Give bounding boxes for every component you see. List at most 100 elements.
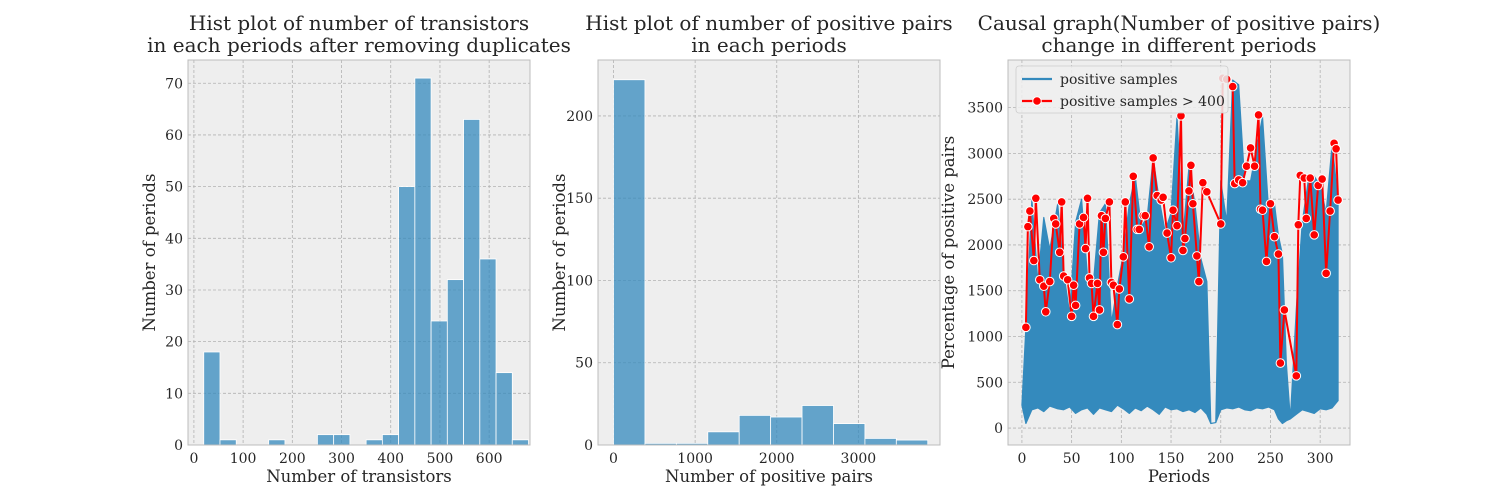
histogram-bar bbox=[398, 186, 416, 446]
y-axis-label: Number of periods bbox=[550, 174, 569, 332]
y-tick-label: 0 bbox=[174, 438, 183, 454]
y-tick-label: 60 bbox=[165, 128, 183, 144]
y-tick-label: 2000 bbox=[967, 238, 1003, 254]
data-point bbox=[1025, 206, 1035, 216]
data-point bbox=[1257, 205, 1268, 215]
data-point bbox=[1261, 256, 1272, 267]
chart-panel-2: 0 1000 2000 3000 0 50 100 150 200 Number of posit… bbox=[550, 11, 953, 486]
chart-title: in each periods after removing duplicate… bbox=[147, 33, 571, 57]
data-point bbox=[1140, 210, 1150, 221]
y-tick-labels: 0 50 100 150 200 bbox=[566, 109, 593, 454]
data-point bbox=[1178, 245, 1188, 256]
legend-box bbox=[1015, 65, 1229, 114]
data-point bbox=[1291, 371, 1302, 381]
plot-frame bbox=[1007, 59, 1351, 446]
data-point bbox=[1162, 228, 1172, 238]
data-point bbox=[1128, 171, 1139, 182]
data-point bbox=[1317, 174, 1327, 184]
data-point bbox=[1078, 212, 1089, 223]
y-tick-label: 70 bbox=[165, 76, 183, 92]
histogram-bar bbox=[381, 434, 400, 446]
y-tick-labels: 0 500 1000 1500 2000 2500 3000 3500 bbox=[967, 101, 1003, 437]
x-tick-label: 500 bbox=[427, 451, 454, 467]
data-point bbox=[1202, 187, 1212, 197]
histogram-bar bbox=[333, 434, 351, 446]
x-tick-label: 300 bbox=[328, 451, 355, 467]
data-point bbox=[1293, 220, 1304, 230]
data-point bbox=[1054, 247, 1065, 258]
data-point bbox=[1092, 278, 1103, 289]
data-point bbox=[1269, 231, 1280, 242]
data-point bbox=[1104, 197, 1115, 207]
data-point bbox=[1062, 274, 1073, 285]
x-tick-label: 250 bbox=[1257, 451, 1284, 467]
data-point bbox=[1245, 143, 1256, 153]
data-point bbox=[1040, 306, 1051, 317]
y-tick-label: 40 bbox=[165, 231, 183, 247]
histogram-bar bbox=[707, 431, 740, 446]
data-point bbox=[1237, 177, 1248, 188]
x-tick-label: 0 bbox=[609, 451, 618, 467]
histogram-bar bbox=[801, 405, 834, 446]
data-point bbox=[1333, 195, 1343, 205]
y-axis-label: Percentage of positive pairs bbox=[939, 136, 958, 369]
chart-panel-3: positive samples positive samples > 400 0 5… bbox=[939, 11, 1380, 486]
data-point bbox=[1044, 276, 1055, 287]
x-axis-label: Number of positive pairs bbox=[665, 467, 873, 486]
y-tick-label: 2500 bbox=[967, 192, 1003, 208]
data-point bbox=[1172, 220, 1182, 231]
data-point bbox=[1070, 300, 1081, 311]
histogram-bar bbox=[446, 279, 464, 446]
data-point bbox=[1192, 251, 1202, 261]
data-point bbox=[1188, 198, 1198, 209]
data-point bbox=[1094, 305, 1105, 315]
data-point bbox=[1134, 224, 1145, 235]
histogram-bar bbox=[895, 439, 929, 446]
histogram-bar bbox=[613, 79, 646, 446]
data-point bbox=[1279, 305, 1290, 315]
y-tick-label: 500 bbox=[976, 375, 1003, 391]
histogram-bar bbox=[430, 320, 448, 446]
data-point bbox=[1100, 213, 1111, 224]
histogram-bar bbox=[511, 439, 529, 446]
y-tick-label: 0 bbox=[584, 438, 593, 454]
legend-label: positive samples > 400 bbox=[1060, 94, 1225, 110]
y-tick-label: 3000 bbox=[967, 146, 1003, 162]
data-point bbox=[1275, 358, 1286, 368]
x-tick-label: 100 bbox=[1108, 451, 1135, 467]
histogram-bar bbox=[268, 439, 286, 446]
y-tick-label: 100 bbox=[566, 273, 593, 289]
data-point bbox=[1124, 294, 1135, 304]
histogram-bar bbox=[479, 258, 497, 446]
data-point bbox=[1166, 252, 1176, 263]
y-tick-label: 30 bbox=[165, 283, 183, 299]
data-point bbox=[1198, 177, 1208, 188]
histogram-bar bbox=[495, 372, 513, 446]
x-tick-label: 50 bbox=[1063, 451, 1081, 467]
x-tick-label: 1000 bbox=[677, 451, 713, 467]
data-point bbox=[1050, 219, 1061, 229]
histogram-bar bbox=[770, 416, 803, 446]
data-point bbox=[1186, 160, 1196, 171]
data-point bbox=[1309, 230, 1320, 240]
data-point bbox=[1098, 247, 1109, 258]
data-point bbox=[1180, 233, 1190, 244]
data-point bbox=[1031, 193, 1041, 204]
data-point bbox=[1029, 255, 1039, 266]
data-point bbox=[1114, 284, 1125, 294]
chart-title: Hist plot of number of positive pairs bbox=[585, 11, 952, 35]
y-tick-label: 50 bbox=[165, 180, 183, 196]
data-point bbox=[1158, 192, 1168, 203]
data-point bbox=[1112, 319, 1123, 330]
data-point bbox=[1194, 276, 1204, 287]
data-point bbox=[1265, 198, 1276, 209]
chart-title: Hist plot of number of transistors bbox=[189, 11, 529, 35]
histogram-bar bbox=[317, 434, 335, 446]
data-point bbox=[1305, 173, 1316, 183]
data-point bbox=[1021, 322, 1031, 333]
y-tick-label: 50 bbox=[575, 356, 593, 372]
histogram-bars bbox=[203, 77, 529, 446]
legend-label: positive samples bbox=[1060, 72, 1178, 88]
data-point bbox=[1227, 81, 1238, 92]
